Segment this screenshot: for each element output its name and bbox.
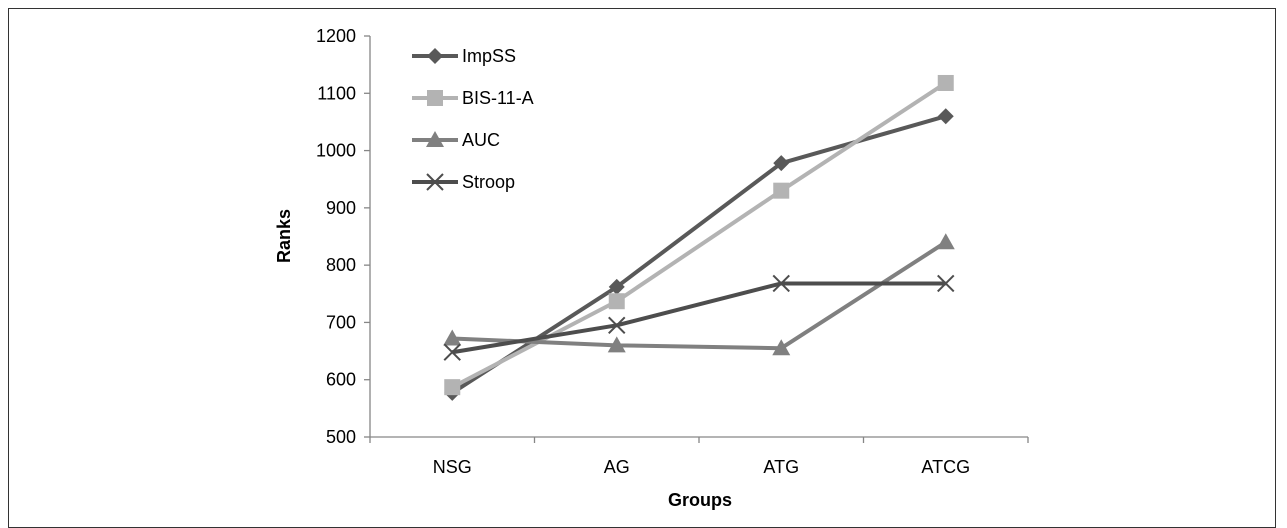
data-point [444, 379, 461, 396]
legend-entry: ImpSS [412, 46, 516, 66]
series-line [452, 240, 947, 351]
y-tick-label: 1200 [316, 26, 356, 46]
x-tick-label: AG [604, 457, 630, 477]
y-tick-label: 1100 [317, 83, 356, 103]
series-line [451, 81, 947, 389]
data-point [608, 293, 625, 310]
legend-entry: Stroop [412, 172, 515, 192]
y-tick-label: 500 [326, 427, 356, 447]
legend-label: Stroop [462, 172, 515, 192]
y-tick-label: 1000 [316, 141, 356, 161]
axes: 500 600 700 800 900 1000 1100 1200 NSG AG ATG ATCG [316, 26, 1029, 477]
data-point [443, 343, 461, 361]
series-impss [444, 108, 954, 401]
series-layer [443, 74, 955, 401]
legend-marker [427, 90, 443, 106]
y-tick-label: 600 [326, 370, 356, 390]
x-tick-label: NSG [433, 457, 472, 477]
data-point [608, 316, 626, 334]
data-point [937, 274, 955, 293]
data-point [772, 274, 790, 293]
legend-label: ImpSS [462, 46, 516, 66]
legend: ImpSS BIS-11-A AUC Stroop [412, 46, 534, 192]
data-point [773, 182, 790, 199]
legend-marker [427, 48, 443, 64]
legend-marker [426, 131, 444, 147]
data-point [607, 336, 626, 353]
legend-label: AUC [462, 130, 500, 150]
data-point [443, 329, 462, 346]
y-axis-title: Ranks [274, 209, 294, 263]
legend-label: BIS-11-A [462, 88, 534, 108]
y-tick-label: 900 [326, 198, 356, 218]
legend-entry: BIS-11-A [412, 88, 534, 108]
data-point [937, 74, 954, 91]
data-point [773, 155, 790, 172]
series-bis-11-a [444, 74, 954, 396]
legend-entry: AUC [412, 130, 500, 150]
x-tick-label: ATG [763, 457, 799, 477]
y-tick-label: 700 [326, 312, 356, 332]
y-tick-label: 800 [326, 255, 356, 275]
series-auc [443, 233, 955, 356]
series-line [451, 281, 946, 355]
legend-marker [426, 173, 444, 191]
data-point [608, 278, 625, 295]
x-axis-title: Groups [668, 490, 732, 510]
x-tick-label: ATCG [921, 457, 970, 477]
series-line [451, 114, 947, 395]
data-point [937, 108, 954, 125]
data-point [772, 339, 791, 356]
data-point [936, 233, 955, 250]
series-stroop [443, 274, 955, 361]
